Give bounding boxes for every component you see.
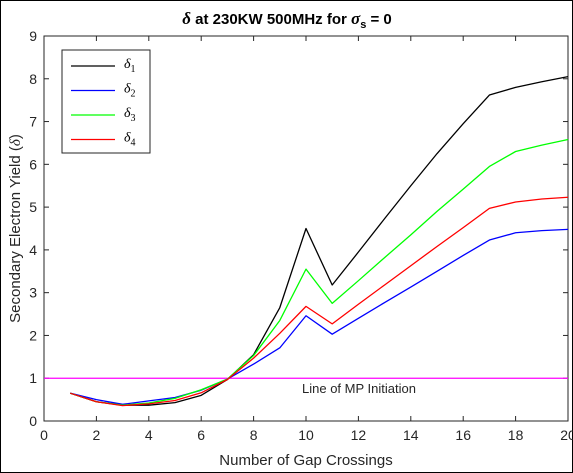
series-line-δ2 (70, 228, 569, 405)
y-tick-label: 1 (29, 370, 37, 386)
y-tick-label: 4 (29, 242, 37, 258)
x-tick-label: 6 (197, 427, 205, 443)
x-tick-label: 20 (560, 427, 573, 443)
title-delta-symbol: δ (182, 9, 191, 28)
y-axis-label: Secondary Electron Yield (δ) (7, 134, 24, 323)
legend-label-δ1: δ1 (124, 57, 136, 75)
x-tick-label: 14 (403, 427, 419, 443)
x-tick-label: 16 (455, 427, 471, 443)
y-axis-label-symbol: δ (8, 138, 24, 146)
x-tick-labels: 0 2 4 6 8 10 12 14 16 18 20 (40, 427, 573, 443)
y-tick-label: 9 (29, 28, 37, 44)
x-tick-label: 0 (40, 427, 48, 443)
series-line-δ1 (69, 76, 569, 406)
x-tick-label: 10 (298, 427, 314, 443)
legend-label-δ3: δ3 (124, 106, 136, 124)
title-sigma-symbol: σ (351, 9, 361, 28)
y-tick-label: 8 (29, 71, 37, 87)
mp-initiation-label: Line of MP Initiation (302, 381, 416, 396)
y-axis-label-end: ) (7, 134, 24, 139)
legend-label-δ4: δ4 (124, 131, 136, 149)
series-line-δ4 (69, 196, 569, 407)
y-tick-label: 2 (29, 327, 37, 343)
y-tick-label: 5 (29, 199, 37, 215)
y-tick-label: 6 (29, 156, 37, 172)
x-tick-label: 8 (250, 427, 258, 443)
series-lines (69, 76, 569, 407)
x-tick-label: 12 (351, 427, 367, 443)
x-tick-label: 4 (145, 427, 153, 443)
y-axis-label-text: Secondary Electron Yield ( (7, 146, 24, 323)
y-tick-label: 7 (29, 114, 37, 130)
y-tick-labels: 0 1 2 3 4 5 6 7 8 9 (29, 28, 37, 429)
y-tick-label: 3 (29, 285, 37, 301)
y-tick-label: 0 (29, 413, 37, 429)
x-tick-label: 18 (508, 427, 524, 443)
x-axis-label: Number of Gap Crossings (219, 452, 392, 469)
legend-box (61, 49, 151, 154)
x-tick-label: 2 (93, 427, 101, 443)
legend: δ1 δ2 δ3 δ4 (61, 49, 151, 154)
legend-label-δ2: δ2 (124, 82, 136, 100)
chart-title: δ at 230KW 500MHz for σs = 0 (182, 9, 392, 31)
title-text-main: at 230KW 500MHz for (191, 11, 351, 28)
axis-ticks (43, 35, 569, 422)
title-sigma-subscript: s (360, 19, 366, 31)
title-text-end: = 0 (366, 11, 391, 28)
series-line-δ3 (69, 138, 569, 406)
